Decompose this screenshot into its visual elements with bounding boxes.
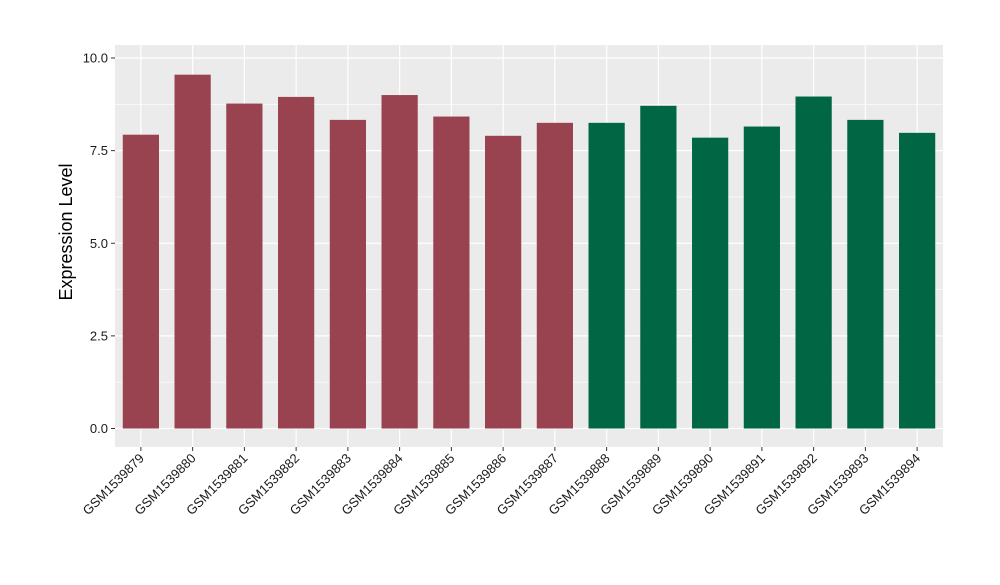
y-axis-label: Expression Level: [56, 163, 76, 300]
y-tick-label: 2.5: [90, 328, 108, 343]
y-axis: 0.0 2.5 5.0 7.5 10.0: [83, 51, 115, 436]
y-tick-label: 10.0: [83, 51, 108, 66]
bar-GSM1539894: [899, 132, 936, 429]
y-tick-label: 7.5: [90, 143, 108, 158]
bars: [122, 74, 936, 429]
bar-GSM1539886: [485, 135, 522, 429]
bar-GSM1539892: [795, 96, 832, 429]
bar-GSM1539889: [640, 105, 677, 429]
bar-GSM1539881: [226, 103, 263, 429]
bar-GSM1539884: [381, 95, 418, 429]
y-tick-label: 5.0: [90, 236, 108, 251]
bar-GSM1539885: [433, 116, 470, 429]
bar-GSM1539880: [174, 74, 211, 429]
bar-GSM1539882: [278, 96, 315, 429]
bar-GSM1539887: [536, 122, 573, 429]
bar-GSM1539888: [588, 122, 625, 429]
bar-GSM1539893: [847, 119, 884, 429]
bar-GSM1539890: [692, 137, 729, 429]
bar-GSM1539879: [122, 134, 159, 429]
bar-GSM1539883: [329, 119, 366, 429]
y-tick-label: 0.0: [90, 421, 108, 436]
x-axis: GSM1539879GSM1539880GSM1539881GSM1539882…: [80, 447, 923, 518]
bar-GSM1539891: [743, 126, 780, 429]
